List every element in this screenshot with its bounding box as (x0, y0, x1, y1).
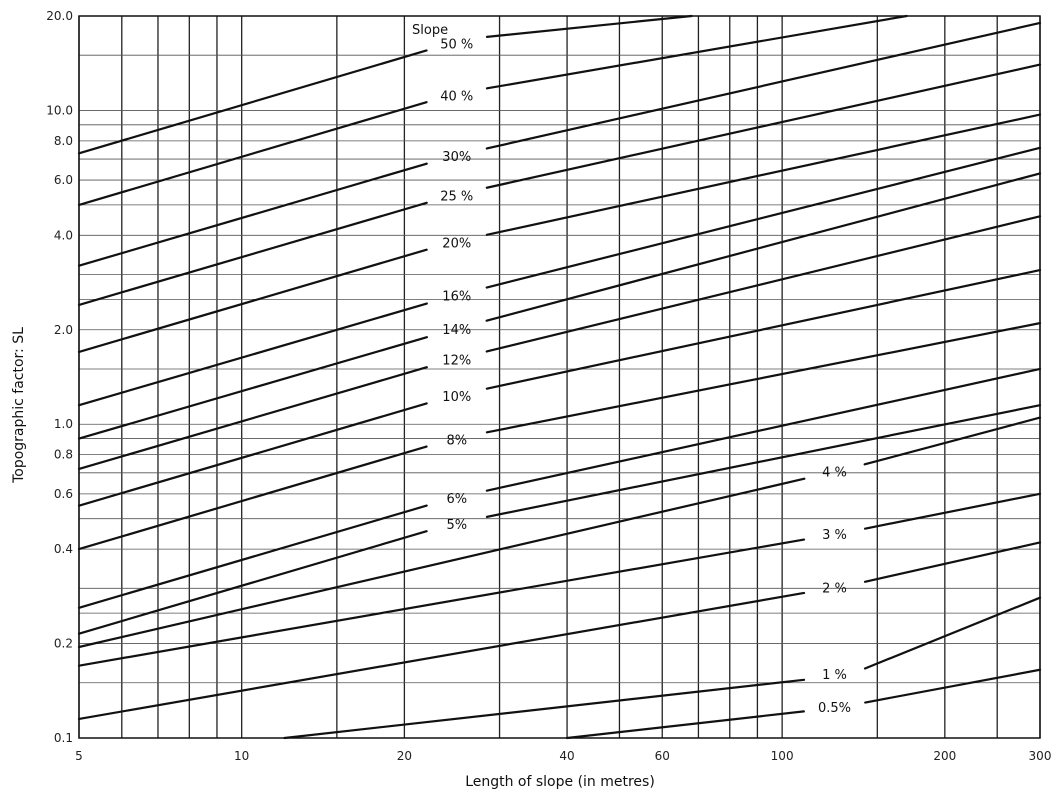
slope-series: 8% (77, 322, 1042, 551)
x-tick-label: 10 (234, 749, 249, 763)
x-tick-label: 5 (75, 749, 83, 763)
slope-line (77, 445, 428, 551)
slope-series: 4 % (77, 416, 1042, 649)
y-tick-label: 0.6 (54, 487, 73, 501)
slope-label: 4 % (822, 466, 847, 481)
slope-label: 2 % (822, 581, 847, 596)
slope-line (77, 101, 428, 207)
slope-line (77, 201, 428, 307)
y-tick-label: 2.0 (54, 323, 73, 337)
slope-line (77, 302, 428, 407)
y-tick-label: 1.0 (54, 417, 73, 431)
x-tick-label: 60 (655, 749, 670, 763)
y-tick-label: 0.1 (54, 731, 73, 745)
slope-label: 25 % (440, 189, 473, 204)
slope-line (77, 162, 428, 267)
slope-line (863, 596, 1042, 670)
slope-series: 2 % (77, 541, 1042, 721)
slope-series: 14% (77, 172, 1042, 440)
slope-curves: 50 % 40 % 30% 25 % 20% 16% 14% 12% 10% 8% 6% 5% 4 % 3… (77, 14, 1042, 740)
slope-line (485, 14, 693, 39)
x-tick-label: 100 (771, 749, 794, 763)
slope-series: 3 % (77, 492, 1042, 667)
slope-label: 1 % (822, 668, 847, 683)
slope-line (863, 416, 1042, 466)
slope-series: 25 % (77, 63, 1042, 307)
y-tick-label: 8.0 (54, 134, 73, 148)
slope-line (283, 678, 806, 740)
slope-series: 30% (77, 21, 1042, 267)
plot-border (78, 15, 1041, 739)
grid (78, 15, 1041, 739)
slope-line (77, 591, 806, 721)
slope-label: 20% (442, 236, 471, 251)
slope-line (77, 248, 428, 354)
slope-line (864, 668, 1042, 704)
slope-label: 30% (442, 150, 471, 165)
slope-label: 16% (442, 290, 471, 305)
x-tick-label: 20 (397, 749, 412, 763)
slope-label: 50 % (440, 38, 473, 53)
plot-frame (78, 15, 1041, 739)
y-tick-label: 4.0 (54, 228, 73, 242)
slope-series: 50 % (77, 14, 693, 155)
slope-line (485, 63, 1042, 189)
slope-line (77, 49, 428, 155)
slope-label: 6% (446, 492, 467, 507)
slope-label: 14% (442, 323, 471, 338)
slope-line (485, 146, 1042, 289)
slope-line (565, 710, 805, 740)
y-tick-label: 0.8 (54, 448, 73, 462)
slope-line (485, 172, 1042, 322)
y-tick-label: 10.0 (46, 103, 73, 117)
y-tick-label: 6.0 (54, 173, 73, 187)
x-axis-title: Length of slope (in metres) (465, 774, 655, 790)
slope-line (863, 492, 1042, 530)
slope-line (485, 21, 1042, 150)
slope-line (863, 541, 1042, 583)
y-tick-label: 0.4 (54, 542, 73, 556)
slope-line (485, 215, 1042, 353)
slope-line (485, 322, 1042, 434)
slope-label: 12% (442, 353, 471, 368)
tick-labels: 5 10 20 40 60 100 200 300 0.1 0.2 0.4 0.6 0.8 1.0 2.0 4… (46, 9, 1051, 763)
slope-label: 5% (446, 518, 467, 533)
slope-series: 10% (77, 268, 1042, 507)
x-tick-label: 300 (1029, 749, 1052, 763)
slope-line (77, 530, 428, 635)
slope-line (77, 366, 428, 471)
y-tick-label: 20.0 (46, 9, 73, 23)
x-tick-label: 200 (933, 749, 956, 763)
slope-series: 20% (77, 113, 1042, 354)
y-axis-title: Topographic factor: SL (11, 327, 27, 484)
slope-line (77, 538, 806, 667)
slope-series: 0.5% (565, 668, 1042, 740)
slope-series: 16% (77, 146, 1042, 407)
slope-label: 8% (446, 433, 467, 448)
slope-line (485, 268, 1042, 390)
slope-line (485, 113, 1042, 236)
legend-title: Slope (412, 23, 448, 38)
slope-line (485, 404, 1042, 518)
slope-line (485, 367, 1042, 492)
slope-line (77, 336, 428, 440)
slope-line (77, 402, 428, 507)
slope-series: 6% (77, 367, 1042, 609)
slope-line (485, 14, 908, 90)
slope-line (77, 504, 428, 609)
slope-line (77, 477, 806, 649)
x-tick-label: 40 (559, 749, 574, 763)
slope-series: 1 % (283, 596, 1042, 740)
slope-series: 40 % (77, 14, 908, 207)
slope-label: 10% (442, 390, 471, 405)
y-tick-label: 0.2 (54, 637, 73, 651)
slope-series: 12% (77, 215, 1042, 471)
slope-label: 0.5% (818, 701, 851, 716)
slope-series: 5% (77, 404, 1042, 635)
slope-label: 3 % (822, 528, 847, 543)
slope-label: 40 % (440, 89, 473, 104)
